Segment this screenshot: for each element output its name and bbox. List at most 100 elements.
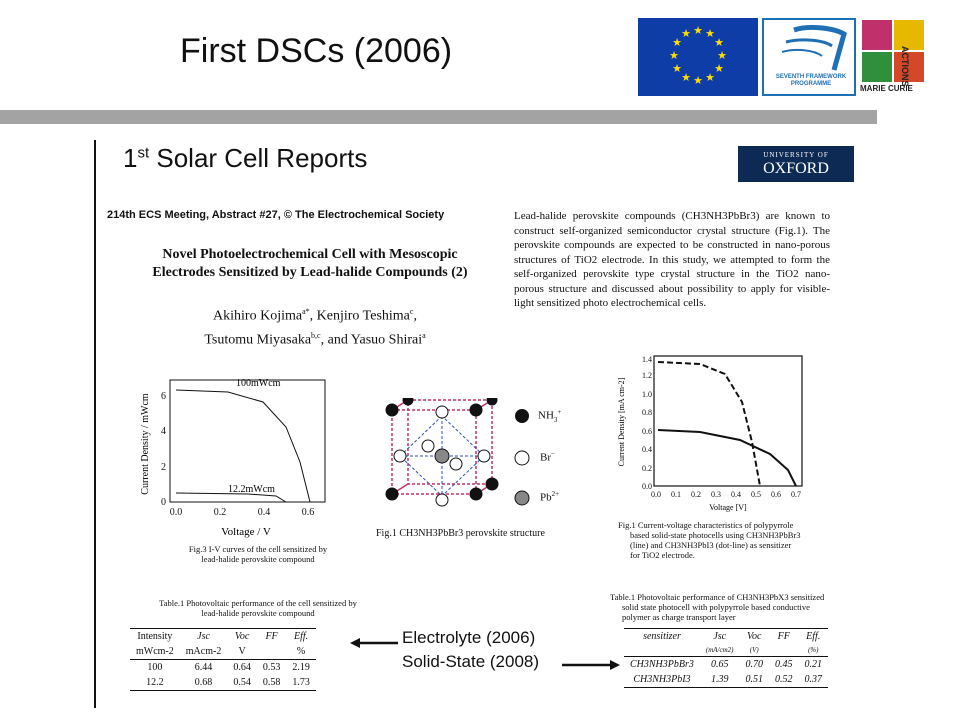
legend-nh3: NH3+ [538, 408, 562, 424]
marie-curie-text: MARIE CURIE [860, 84, 913, 93]
svg-text:★: ★ [714, 36, 724, 49]
svg-text:★: ★ [705, 27, 715, 40]
fig-right-xtick: 0.1 [671, 490, 681, 499]
table-cell: CH3NH3PbI3 [633, 674, 691, 685]
fig-right-caption: Fig.1 Current-voltage characteristics of… [618, 520, 838, 560]
fig-right-ytick: 0.8 [642, 408, 652, 417]
panel-title-text: Solar Cell Reports [149, 143, 368, 173]
table-right-caption: Table.1 Photovoltaic performance of CH3N… [610, 592, 840, 622]
fig-right-curve-solid [657, 429, 797, 487]
fig-right-xtick: 0.7 [791, 490, 801, 499]
panel-title: 1st Solar Cell Reports [123, 143, 367, 174]
fig-right-ylabel: Current Density [mA cm-2] [617, 377, 626, 466]
table-cell: 0.58 [262, 677, 281, 688]
fig3-caption: Fig.3 I-V curves of the cell sensitized … [168, 544, 348, 564]
table-cell: CH3NH3PbBr3 [630, 659, 694, 670]
fig3-ytick: 4 [161, 426, 166, 437]
fig-right-xtick: 0.3 [711, 490, 721, 499]
table-cell: 6.44 [194, 662, 213, 673]
fig-right-caption-line: Fig.1 Current-voltage characteristics of… [618, 520, 794, 530]
svg-text:★: ★ [705, 71, 715, 84]
table-unit: (%) [808, 646, 819, 654]
table-unit: mWcm-2 [136, 646, 174, 657]
eu-stars-icon: ★ ★★ ★★★ ★★★ ★★★ [669, 24, 727, 87]
svg-text:★: ★ [693, 74, 703, 87]
table-unit [769, 644, 799, 657]
author-sup: b,c [311, 330, 321, 340]
fig-right-ytick: 1.4 [642, 355, 652, 364]
fig-right-xlabel: Voltage [V] [709, 503, 747, 512]
fig-right-xtick: 0.0 [651, 490, 661, 499]
table-cell: 100 [147, 662, 163, 673]
fig-right-ytick: 0.6 [642, 427, 652, 436]
table-cell: 0.45 [775, 659, 793, 670]
eu-flag-logo: ★ ★ ★ ★ ★ ★ ★ ★ ★ ★ ★ ★ [638, 18, 758, 96]
fig3-curve-12 [175, 492, 287, 503]
oxford-name-text: OXFORD [763, 160, 829, 177]
panel-left-border [94, 140, 96, 708]
table-header: Jsc [713, 631, 727, 642]
table-cell: 0.51 [745, 674, 764, 685]
svg-text:★: ★ [672, 36, 682, 49]
arrow-left-icon [350, 636, 400, 648]
table-left-caption-line: Table.1 Photovoltaic performance of the … [159, 598, 357, 608]
svg-text:★: ★ [672, 62, 682, 75]
fig3-curve-100 [175, 389, 311, 503]
fig3-label-12: 12.2mWcm [228, 484, 275, 495]
table-header: Voc [234, 631, 250, 642]
table-header: FF [265, 631, 278, 642]
fig3-xlabel: Voltage / V [221, 526, 271, 538]
table-cell: 12.2 [146, 677, 164, 688]
slide-title: First DSCs (2006) [180, 32, 453, 70]
fig-right-ytick: 0.0 [642, 482, 652, 491]
oxford-university-text: UNIVERSITY OF [763, 151, 829, 159]
table-left-caption: Table.1 Photovoltaic performance of the … [128, 598, 388, 618]
table-cell: 1.73 [292, 677, 310, 688]
panel-title-number: 1 [123, 143, 138, 173]
table-unit: mAcm-2 [185, 646, 222, 657]
fig-right-xtick: 0.4 [731, 490, 741, 499]
fig1-caption: Fig.1 CH3NH3PbBr3 perovskite structure [376, 528, 545, 539]
fig3-plot: 0.0 0.2 0.4 0.6 0 2 4 6 Voltage / V Curr… [118, 372, 338, 542]
table-header: FF [777, 631, 790, 642]
table-cell: 0.64 [233, 662, 251, 673]
fig3-xtick: 0.0 [170, 507, 183, 518]
author-sep: , [413, 308, 417, 324]
fig3-axes-frame [169, 379, 326, 503]
fig3-ytick: 0 [161, 497, 166, 508]
table-cell: 0.53 [262, 662, 281, 673]
svg-text:★: ★ [693, 24, 703, 37]
table-unit: (mA/cm2) [705, 646, 734, 654]
fig1-lattice: NH3+ Br− Pb2+ [378, 394, 578, 522]
fig-right-axes-frame [653, 355, 803, 487]
author-shirai: , and Yasuo Shirai [320, 332, 423, 348]
table-unit [257, 644, 287, 660]
fp7-logo: SEVENTH FRAMEWORK PROGRAMME [762, 18, 856, 96]
table-cell: 1.39 [710, 674, 729, 685]
fig3-xtick: 0.2 [214, 507, 227, 518]
author-teshima: , Kenjiro Teshima [309, 308, 410, 324]
panel-title-sup: st [137, 144, 150, 162]
annotation-solid-state: Solid-State (2008) [402, 652, 540, 671]
table-left: Intensity Jsc Voc FF Eff. mWcm-2 mAcm-2 … [130, 628, 316, 691]
fig3-ytick: 2 [161, 462, 166, 473]
svg-text:★: ★ [669, 49, 679, 62]
fig3-label-100: 100mWcm [236, 378, 281, 389]
fig-right-ytick: 0.4 [642, 445, 652, 454]
arrow-right-icon [562, 658, 620, 670]
table-row: 12.2 0.68 0.54 0.58 1.73 [130, 675, 316, 691]
table-cell: 0.37 [804, 674, 823, 685]
oxford-logo: UNIVERSITY OF OXFORD [738, 146, 854, 182]
svg-text:★: ★ [717, 49, 727, 62]
table-cell: 0.52 [775, 674, 793, 685]
fig-right-ytick: 0.2 [642, 464, 652, 473]
fig-right-xtick: 0.2 [691, 490, 701, 499]
fig-right-xtick: 0.6 [771, 490, 781, 499]
legend-pb: Pb2+ [540, 490, 560, 504]
table-cell: 0.54 [233, 677, 251, 688]
author-kojima: Akihiro Kojima [213, 308, 303, 324]
paper-title-line2: Electrodes Sensitized by Lead-halide Com… [152, 265, 468, 280]
svg-text:★: ★ [681, 71, 691, 84]
table-header: sensitizer [643, 631, 681, 642]
table-row: CH3NH3PbI3 1.39 0.51 0.52 0.37 [624, 672, 829, 688]
